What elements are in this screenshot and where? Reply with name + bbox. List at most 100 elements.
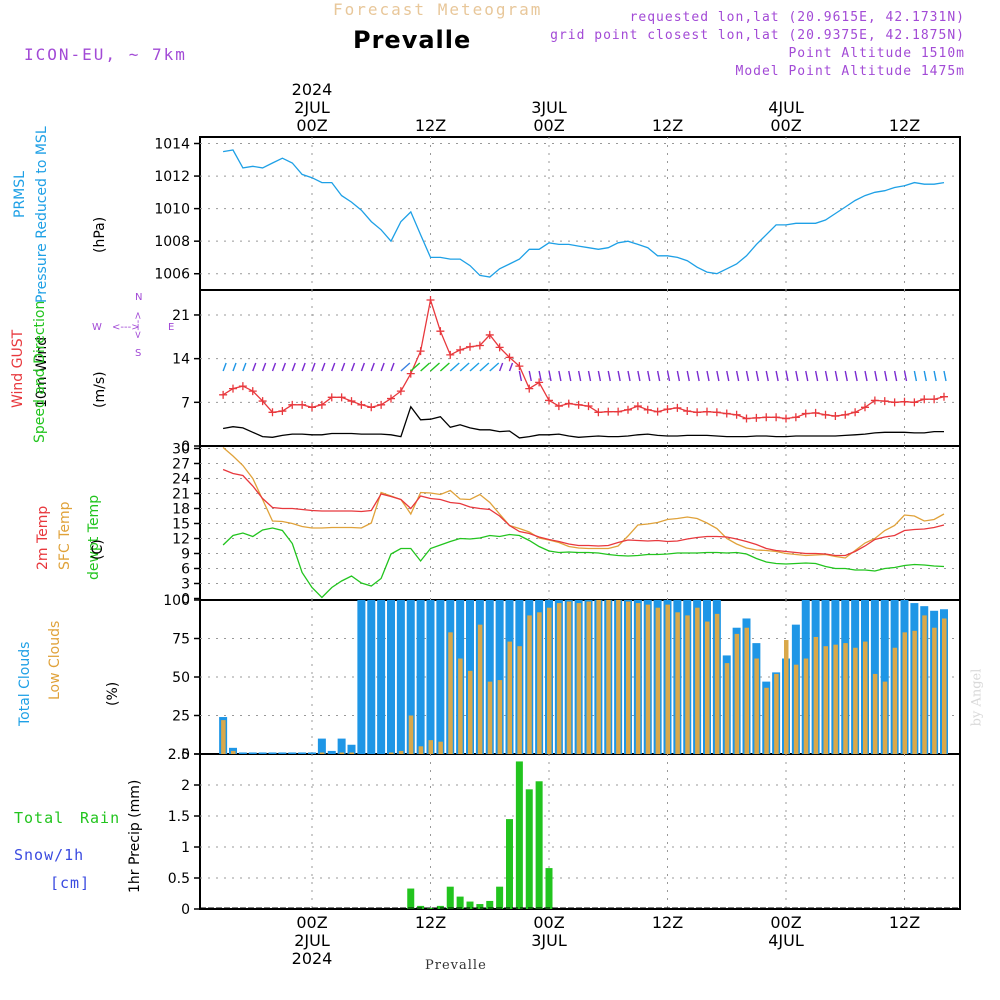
wind-dir-arrow: [637, 370, 641, 382]
gust-marker: [456, 345, 465, 354]
wind-dir-arrow: [617, 370, 621, 382]
gust-marker: [831, 412, 840, 421]
low-cloud-bar: [458, 658, 463, 754]
wind-dir-arrow: [459, 362, 470, 372]
dewpt-line: [222, 527, 945, 599]
precipitation-ytick-label: 1: [181, 840, 190, 856]
gust-marker: [308, 403, 316, 412]
wind-dir-arrow: [400, 362, 411, 372]
low-cloud-bar: [477, 624, 483, 754]
gust-marker: [446, 350, 455, 359]
wind-dir-arrow: [232, 362, 237, 372]
pressure-ytick-label: 1012: [154, 169, 190, 185]
wind-dir-arrow: [242, 362, 247, 372]
rain-label: Rain: [80, 809, 121, 827]
low-cloud-bar: [586, 601, 591, 754]
rain-bar: [486, 900, 494, 909]
gust-marker: [851, 408, 860, 417]
clouds-ytick-label: 50: [172, 670, 190, 686]
total-cloud-bar: [367, 600, 376, 754]
gust-marker: [801, 409, 810, 418]
clouds-ytick-label: 0: [181, 747, 190, 763]
wind-dir-arrow: [587, 370, 592, 382]
low-cloud-bar: [517, 646, 522, 754]
compass-ns: <--->: [133, 311, 144, 339]
wind-dir-arrow: [568, 370, 572, 382]
wind-dir-arrow: [716, 370, 720, 382]
clouds-ytick-label: 25: [172, 709, 190, 725]
bottom-time-label: 00Z: [296, 913, 327, 932]
temperature-ytick-label: 27: [172, 457, 190, 473]
top-time-label: 12Z: [889, 116, 920, 135]
wind-dir-arrow: [469, 362, 480, 372]
precipitation-ytick-label: 2.5: [168, 747, 190, 763]
wind-dir-arrow: [607, 370, 611, 382]
wind-dir-arrow: [331, 362, 336, 372]
total-cloud-bar: [298, 752, 307, 754]
total-cloud-bar: [495, 600, 504, 754]
low-cloud-bar: [339, 752, 345, 754]
gust-marker: [298, 400, 307, 409]
wind-dir-arrow: [410, 362, 421, 372]
gust-marker: [752, 413, 761, 422]
total-cloud-bar: [308, 752, 316, 754]
low-cloud-bar: [576, 603, 582, 754]
low-cloud-bar: [438, 741, 443, 754]
gust-marker: [387, 394, 395, 403]
pressure-ytick-label: 1014: [154, 137, 190, 153]
pressure-ytick-label: 1010: [154, 202, 190, 218]
top-time-label: 12Z: [652, 116, 683, 135]
temperature-ytick-label: 18: [172, 502, 190, 518]
temperature-ytick-label: 3: [181, 577, 190, 593]
gust-marker: [870, 396, 879, 405]
low-cloud-bar: [932, 627, 937, 754]
low-cloud-bar: [882, 681, 888, 754]
total-cloud-bar: [396, 600, 405, 754]
top-time-label: 3JUL: [531, 98, 567, 117]
wind-compass: N <---> S W <---> E: [92, 292, 174, 359]
gust-marker: [485, 330, 494, 339]
gust-marker: [229, 384, 237, 393]
gust-marker: [317, 400, 326, 409]
top-time-label: 00Z: [296, 116, 327, 135]
wind-dir-arrow: [420, 362, 431, 372]
low-cloud-bar: [221, 720, 226, 754]
gust-marker: [505, 353, 514, 362]
temperature-ytick-label: 21: [172, 487, 190, 503]
wind-dir-arrow: [647, 370, 651, 382]
low-cloud-bar: [922, 615, 927, 754]
low-cloud-bar: [231, 750, 236, 754]
gust-marker: [930, 395, 939, 404]
bottom-time-label: 12Z: [652, 913, 683, 932]
low-cloud-bar: [724, 663, 730, 754]
wind-dir-arrow: [676, 370, 681, 382]
requested-coords: requested lon,lat (20.9615E, 42.1731N): [629, 10, 965, 25]
wind-dir-arrow: [696, 370, 700, 382]
total-cloud-bar: [238, 752, 247, 754]
station-title: Prevalle: [353, 26, 472, 54]
low-cloud-bar: [863, 641, 868, 754]
wind-dir-arrow: [321, 362, 326, 372]
model-label: ICON-EU, ~ 7km: [24, 45, 187, 64]
gust-marker: [772, 413, 781, 422]
wind-dir-arrow: [301, 362, 306, 372]
low-cloud-bar: [616, 600, 621, 754]
rain-bar: [515, 761, 523, 909]
gust-marker: [742, 414, 751, 423]
wind-dir-arrow: [548, 370, 552, 382]
gust-marker: [890, 398, 899, 407]
wind-dir-arrow: [844, 370, 848, 382]
rain-bar: [417, 905, 425, 909]
rain-bar: [496, 886, 504, 909]
low-cloud-bar: [803, 658, 809, 754]
snow-unit: [cm]: [50, 874, 91, 892]
gust-marker: [910, 398, 919, 407]
rain-bar: [466, 901, 474, 909]
total-cloud-bar: [357, 600, 366, 754]
gust-marker: [614, 407, 623, 416]
bottom-time-label: 00Z: [533, 913, 564, 932]
wind-dir-arrow: [814, 370, 819, 382]
wind-frame: [199, 289, 961, 447]
bottom-time-label: 4JUL: [768, 931, 804, 950]
